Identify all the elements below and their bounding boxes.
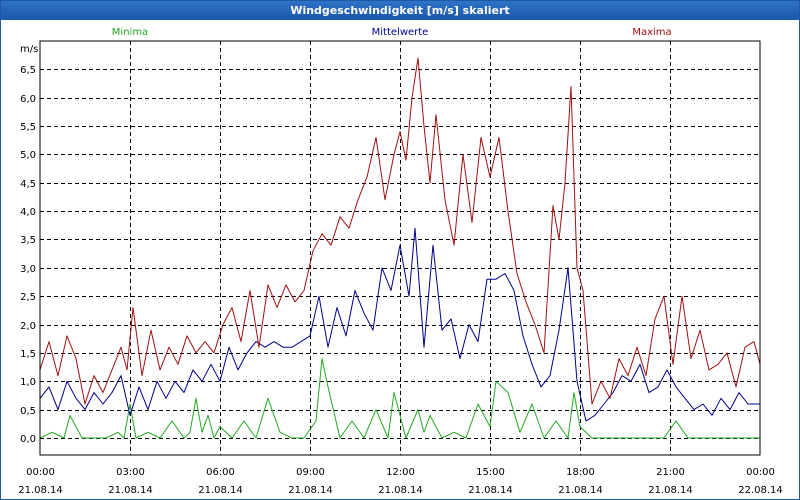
x-tick-date: 21.08.14 [558, 485, 603, 496]
x-tick-time: 12:00 [386, 467, 415, 478]
x-tick-time: 00:00 [746, 467, 775, 478]
y-tick-label: 1,5 [20, 349, 36, 360]
x-tick-date: 21.08.14 [288, 485, 333, 496]
x-tick-date: 21.08.14 [378, 485, 423, 496]
y-tick-label: 3,5 [20, 235, 36, 246]
y-tick-label: 1,0 [20, 377, 36, 388]
x-tick-date: 22.08.14 [738, 485, 783, 496]
window-title: Windgeschwindigkeit [m/s] skaliert [1, 1, 799, 20]
series-line-1 [39, 227, 760, 422]
x-tick-time: 15:00 [476, 467, 505, 478]
grid [40, 41, 760, 455]
x-tick-time: 21:00 [656, 467, 685, 478]
y-tick-label: 4,5 [20, 179, 36, 190]
y-tick-label: 6,5 [20, 65, 36, 76]
y-tick-label: 5,5 [20, 122, 36, 133]
y-axis-ticks: 0,0 0,5 1,0 1,5 2,0 2,5 3,0 3,5 4,0 4,5 5,0 5,5 6,0 6… [20, 65, 36, 445]
plot-frame [39, 40, 761, 456]
legend-mittelwerte: Mittelwerte [372, 27, 429, 38]
y-tick-label: 3,0 [20, 264, 36, 275]
y-tick-label: 6,0 [20, 94, 36, 105]
y-tick-label: 0,0 [20, 434, 36, 445]
y-tick-label: 5,0 [20, 150, 36, 161]
x-tick-date: 21.08.14 [468, 485, 513, 496]
x-tick-date: 21.08.14 [108, 485, 153, 496]
legend-maxima: Maxima [632, 27, 671, 38]
x-axis-ticks: 00:00 21.08.14 03:00 21.08.14 06:00 21.08.14 0… [18, 467, 783, 496]
x-tick-time: 18:00 [566, 467, 595, 478]
x-tick-time: 09:00 [296, 467, 325, 478]
series-line-0 [39, 358, 760, 439]
y-tick-label: 2,0 [20, 321, 36, 332]
series-group [39, 57, 761, 439]
x-tick-time: 06:00 [206, 467, 235, 478]
x-tick-date: 21.08.14 [198, 485, 243, 496]
series-line-2 [39, 57, 761, 405]
x-tick-date: 21.08.14 [648, 485, 693, 496]
x-tick-date: 21.08.14 [18, 485, 63, 496]
x-tick-time: 00:00 [26, 467, 55, 478]
y-tick-label: 0,5 [20, 406, 36, 417]
y-tick-label: 4,0 [20, 207, 36, 218]
x-tick-time: 03:00 [116, 467, 145, 478]
y-axis-label: m/s [20, 44, 38, 55]
legend-minima: Minima [112, 27, 148, 38]
y-tick-label: 2,5 [20, 292, 36, 303]
